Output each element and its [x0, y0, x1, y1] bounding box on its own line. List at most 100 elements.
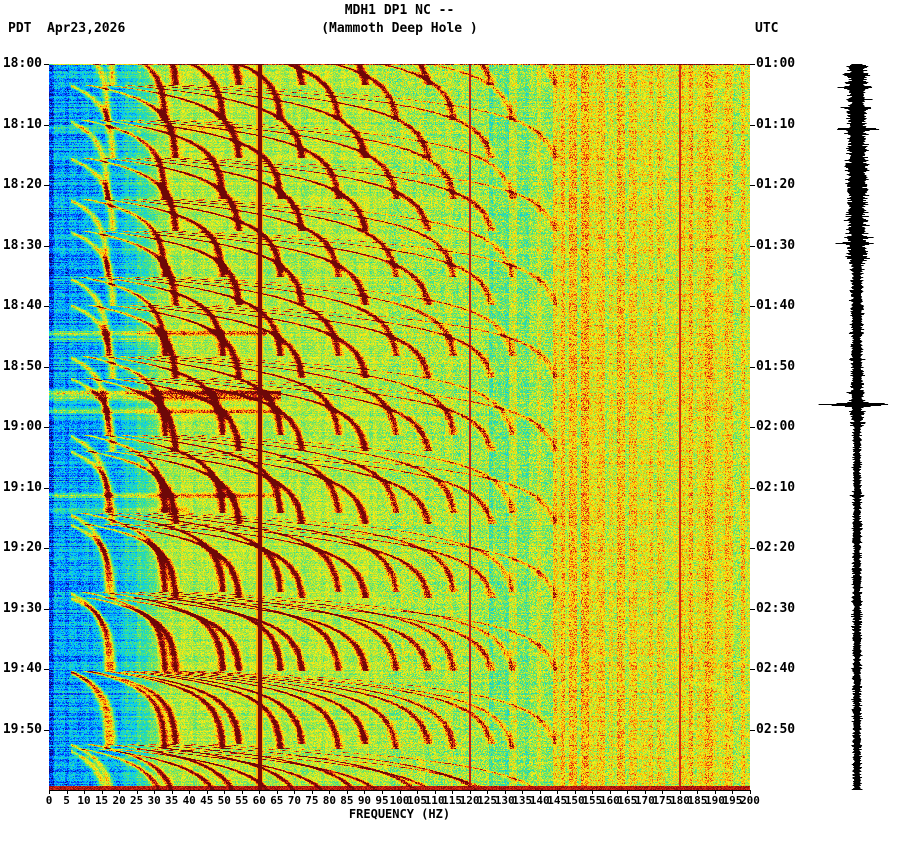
x-axis-tick [522, 790, 523, 794]
x-axis-tick [662, 790, 663, 794]
freq-tick-label: 25 [130, 794, 144, 807]
time-label-left: 18:10 [2, 116, 42, 132]
freq-tick-label: 195 [722, 794, 743, 807]
x-axis-tick [750, 790, 751, 794]
time-label-left: 18:30 [2, 237, 42, 253]
right-axis-tick [750, 427, 755, 428]
left-axis-tick [44, 488, 49, 489]
right-axis-tick [750, 367, 755, 368]
freq-tick-label: 115 [442, 794, 462, 807]
freq-tick-label: 65 [270, 794, 284, 807]
right-axis-tick [750, 185, 755, 186]
left-axis-tick [44, 548, 49, 549]
time-label-left: 18:00 [2, 56, 42, 71]
x-axis-tick [329, 790, 330, 794]
time-label-right: 01:20 [756, 177, 796, 192]
time-label-left: 19:00 [2, 419, 42, 434]
timezone-left-label: PDT [8, 21, 32, 36]
x-axis-line [49, 790, 751, 791]
right-axis-tick [750, 669, 755, 670]
left-axis-tick [44, 306, 49, 307]
x-axis-tick [610, 790, 611, 794]
freq-tick-label: 35 [165, 794, 179, 807]
time-label-right: 02:50 [756, 721, 796, 737]
x-axis-tick [312, 790, 313, 794]
x-axis-tick [540, 790, 541, 794]
time-label-right: 02:10 [756, 479, 796, 495]
x-axis-tick [119, 790, 120, 794]
x-axis-tick [400, 790, 401, 794]
x-axis-tick [575, 790, 576, 794]
time-label-left: 19:30 [2, 600, 42, 616]
freq-tick-label: 75 [305, 794, 319, 807]
freq-tick-label: 105 [407, 794, 427, 807]
freq-tick-label: 80 [322, 794, 337, 807]
freq-tick-label: 180 [669, 794, 690, 807]
freq-tick-label: 90 [357, 794, 372, 807]
freq-tick-label: 15 [94, 794, 109, 807]
x-axis-tick [470, 790, 471, 794]
freq-tick-label: 40 [182, 794, 196, 807]
right-axis-tick [750, 488, 755, 489]
freq-tick-label: 125 [477, 794, 498, 807]
station-subtitle: (Mammoth Deep Hole ) [321, 21, 478, 36]
freq-tick-label: 170 [634, 794, 655, 807]
x-axis-tick [67, 790, 68, 794]
freq-tick-label: 100 [389, 794, 410, 807]
freq-tick-label: 30 [147, 794, 161, 807]
freq-tick-label: 95 [375, 794, 389, 807]
x-axis-tick [207, 790, 208, 794]
x-axis-tick [487, 790, 488, 794]
x-axis-tick [242, 790, 243, 794]
time-label-right: 02:20 [756, 540, 796, 555]
x-axis-tick [435, 790, 436, 794]
left-axis-tick [44, 669, 49, 670]
right-axis-tick [750, 64, 755, 65]
left-axis-tick [44, 367, 49, 368]
x-axis-tick [84, 790, 85, 794]
time-label-right: 02:40 [756, 661, 796, 676]
time-label-right: 02:00 [756, 419, 796, 434]
x-axis-tick [102, 790, 103, 794]
freq-tick-label: 50 [217, 794, 231, 807]
freq-tick-label: 135 [512, 794, 533, 807]
freq-tick-label: 150 [564, 794, 585, 807]
x-axis-tick [137, 790, 138, 794]
freq-tick-label: 200 [740, 794, 760, 807]
left-axis-tick [44, 609, 49, 610]
left-axis-tick [44, 427, 49, 428]
left-axis-tick [44, 730, 49, 731]
x-axis-tick [505, 790, 506, 794]
time-label-left: 18:50 [2, 358, 42, 374]
x-axis-tick [224, 790, 225, 794]
time-label-right: 02:30 [756, 600, 796, 616]
right-axis-tick [750, 548, 755, 549]
freq-tick-label: 185 [687, 794, 708, 807]
right-axis-tick [750, 246, 755, 247]
left-axis-tick [44, 185, 49, 186]
time-label-left: 19:20 [2, 540, 42, 555]
freq-tick-label: 10 [77, 794, 91, 807]
seismogram-trace-canvas [810, 64, 900, 790]
x-axis-tick [452, 790, 453, 794]
x-axis-tick [417, 790, 418, 794]
x-axis-tick [732, 790, 733, 794]
freq-tick-label: 120 [459, 794, 480, 807]
freq-tick-label: 45 [200, 794, 214, 807]
time-label-left: 19:40 [2, 661, 42, 676]
time-label-right: 01:30 [756, 237, 796, 253]
x-axis-tick [680, 790, 681, 794]
x-axis-tick [347, 790, 348, 794]
x-axis-tick [259, 790, 260, 794]
freq-tick-label: 55 [235, 794, 249, 807]
x-axis-tick [557, 790, 558, 794]
x-axis-tick [154, 790, 155, 794]
freq-tick-label: 160 [599, 794, 620, 807]
time-label-left: 18:20 [2, 177, 42, 192]
freq-tick-label: 5 [63, 794, 70, 807]
freq-tick-label: 0 [45, 794, 53, 807]
x-axis-tick [592, 790, 593, 794]
time-label-left: 19:50 [2, 721, 42, 737]
x-axis-tick [277, 790, 278, 794]
